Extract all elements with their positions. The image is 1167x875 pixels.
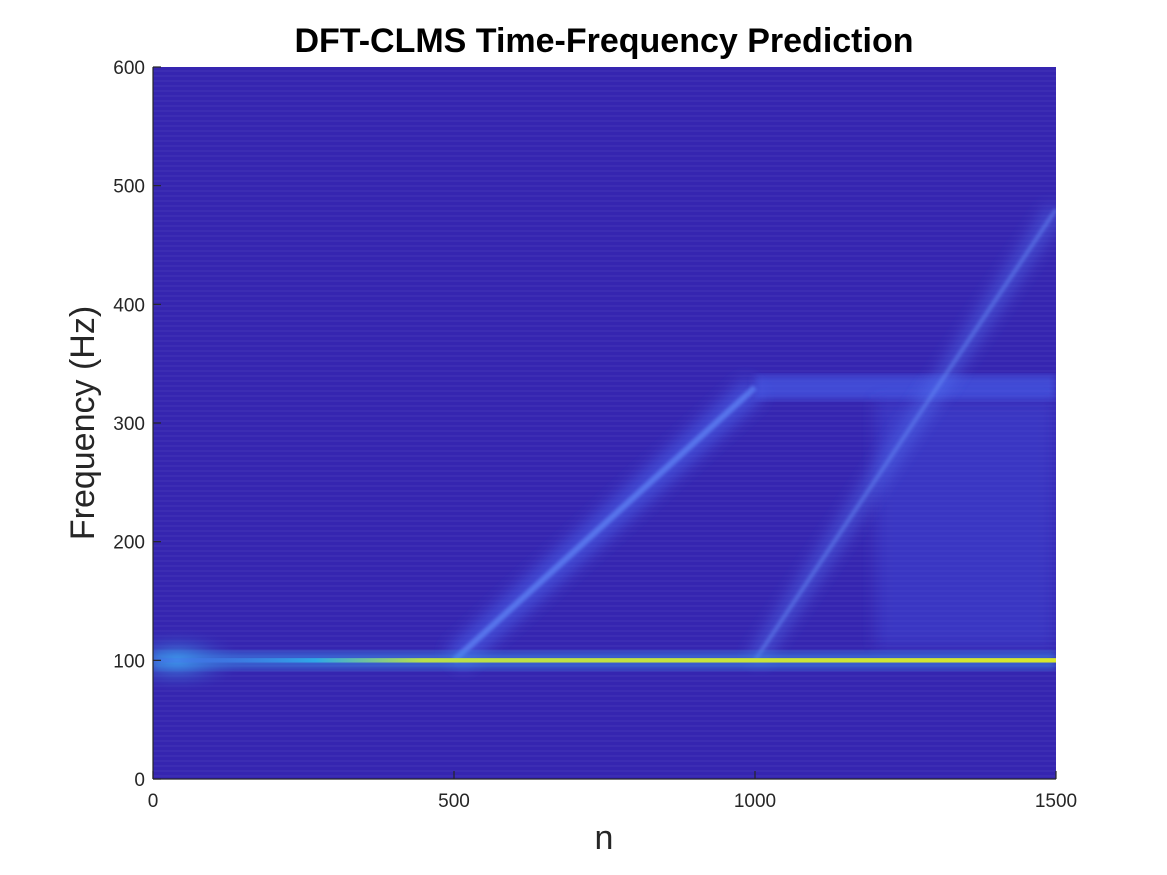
y-tick-label: 500 (113, 177, 145, 198)
x-ticks: 0 500 1000 1500 (148, 771, 1077, 812)
x-axis-label: n (595, 819, 614, 857)
x-tick-label: 500 (438, 791, 470, 812)
x-tick-label: 0 (148, 791, 159, 812)
rising-line (753, 208, 1056, 662)
y-tick-label: 400 (113, 295, 145, 316)
plot-area (153, 67, 1056, 779)
heatmap-features (153, 204, 1056, 695)
y-tick-label: 300 (113, 414, 145, 435)
y-axis-label: Frequency (Hz) (64, 306, 102, 540)
y-tick-label: 600 (113, 58, 145, 79)
axes: 0 500 1000 1500 0 100 200 300 400 500 600 (113, 58, 1077, 812)
x-tick-label: 1500 (1035, 791, 1077, 812)
plateau-band (755, 375, 1056, 400)
chart-title: DFT-CLMS Time-Frequency Prediction (294, 22, 913, 60)
ridge-core (153, 658, 1056, 663)
y-tick-label: 0 (134, 770, 145, 791)
y-tick-label: 200 (113, 533, 145, 554)
x-tick-label: 1000 (734, 791, 776, 812)
y-tick-label: 100 (113, 651, 145, 672)
chirp-line (451, 385, 758, 663)
y-ticks: 0 100 200 300 400 500 600 (113, 58, 161, 791)
